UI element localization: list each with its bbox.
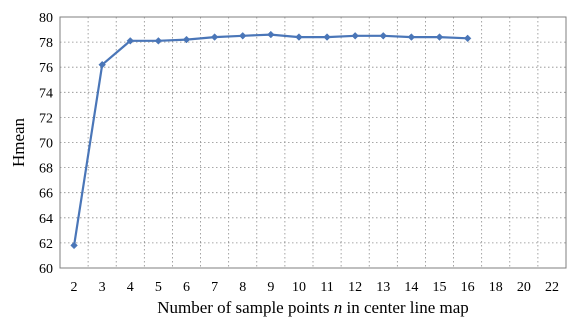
x-tick-label: 20 (517, 280, 531, 295)
x-tick-label: 6 (183, 280, 190, 295)
data-point (463, 34, 472, 43)
y-tick-label: 60 (39, 262, 53, 277)
series (70, 30, 472, 250)
y-tick-label: 64 (39, 212, 53, 227)
x-tick-label: 5 (155, 280, 162, 295)
x-tick-label: 3 (99, 280, 106, 295)
x-tick-label: 18 (489, 280, 503, 295)
data-point (154, 37, 163, 45)
grid (60, 17, 566, 268)
data-point (267, 30, 275, 39)
data-point (295, 33, 303, 41)
data-point (238, 32, 247, 40)
x-axis-label-variable: n (334, 298, 343, 317)
x-tick-label: 7 (211, 280, 218, 295)
y-axis-ticks: 60 62 64 66 68 70 72 74 76 78 80 (39, 11, 53, 277)
x-tick-label: 12 (348, 280, 362, 295)
data-point (323, 33, 331, 41)
x-tick-label: 8 (239, 280, 246, 295)
data-point (126, 37, 135, 45)
x-tick-label: 16 (461, 280, 475, 295)
y-tick-label: 72 (39, 111, 53, 126)
data-point (379, 32, 388, 40)
data-point (351, 32, 359, 40)
y-tick-label: 76 (39, 61, 53, 76)
x-tick-label: 22 (545, 280, 559, 295)
x-tick-label: 4 (127, 280, 134, 295)
x-axis-ticks: 2 3 4 5 6 7 8 9 10 11 12 13 14 15 16 18 20 22 (71, 280, 559, 295)
y-tick-label: 62 (39, 237, 53, 252)
data-point (182, 35, 191, 44)
y-tick-label: 70 (39, 137, 53, 152)
y-tick-label: 68 (39, 162, 53, 177)
x-tick-label: 15 (433, 280, 447, 295)
y-tick-label: 78 (39, 36, 53, 51)
data-point (435, 33, 444, 41)
x-tick-label: 11 (320, 280, 333, 295)
x-tick-label: 14 (404, 280, 418, 295)
y-tick-label: 66 (39, 187, 53, 202)
series-line (73, 33, 468, 246)
x-tick-label: 13 (376, 280, 390, 295)
data-point (70, 241, 78, 250)
y-tick-label: 80 (39, 11, 53, 26)
y-tick-label: 74 (39, 86, 53, 101)
data-point (407, 33, 416, 41)
x-axis-label-part-1: Number of sample points (157, 298, 334, 317)
x-tick-label: 2 (71, 280, 78, 295)
x-axis-label: Number of sample points n in center line… (157, 298, 469, 317)
data-point (98, 60, 106, 69)
plot-area (59, 16, 567, 269)
x-axis-label-part-2: in center line map (342, 298, 469, 317)
y-axis-label: Hmean (9, 117, 28, 167)
x-tick-label: 10 (292, 280, 306, 295)
x-tick-label: 9 (267, 280, 274, 295)
data-point (210, 33, 219, 41)
